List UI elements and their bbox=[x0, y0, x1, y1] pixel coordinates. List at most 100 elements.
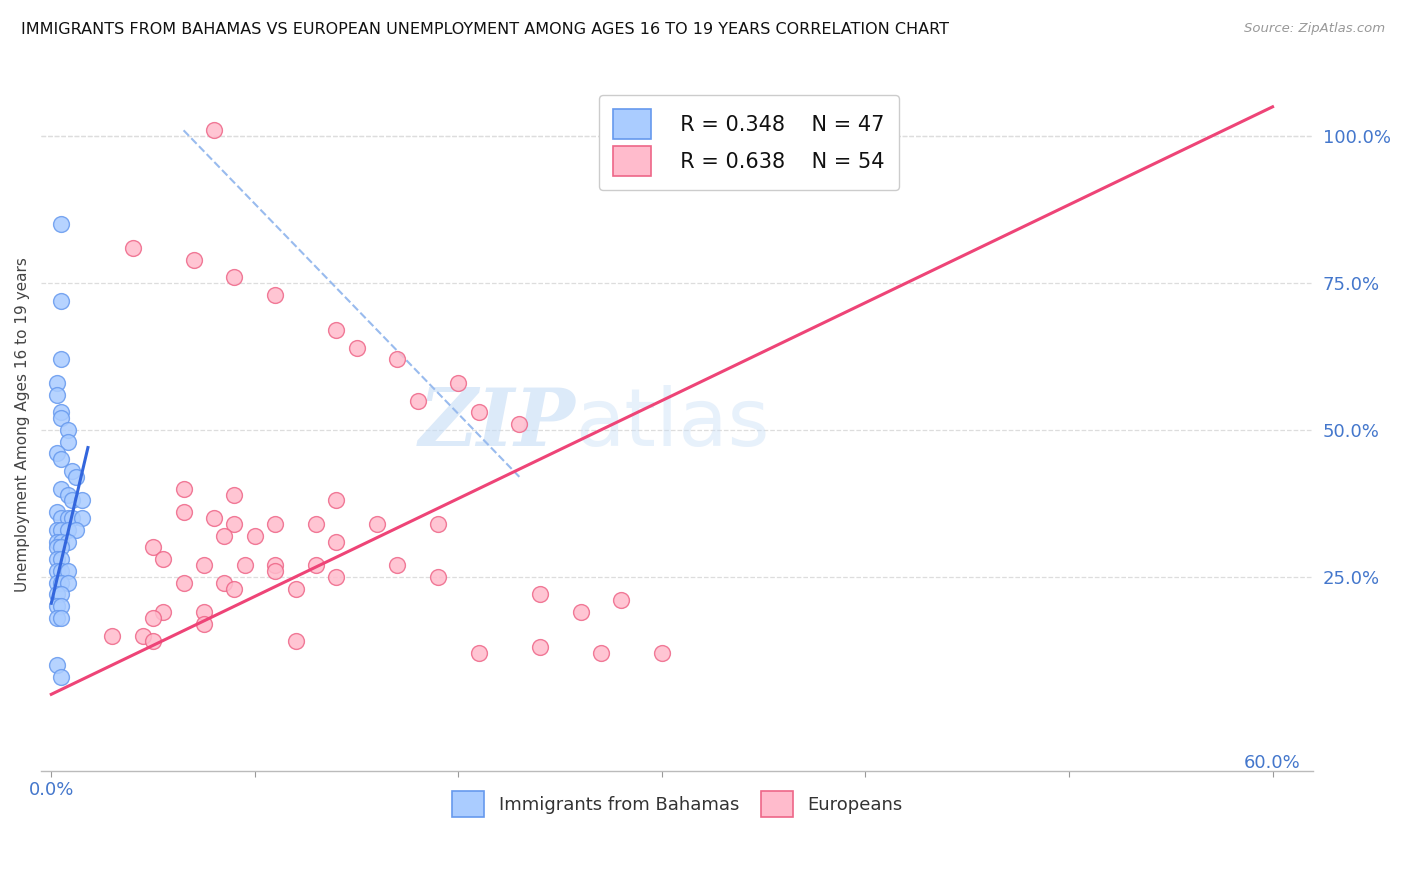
Point bbox=[56, 523, 79, 537]
Point bbox=[233, 558, 256, 572]
Point bbox=[56, 434, 79, 449]
Point bbox=[325, 493, 347, 508]
Point bbox=[51, 611, 73, 625]
Text: 60.0%: 60.0% bbox=[1244, 755, 1301, 772]
Point bbox=[427, 570, 450, 584]
Point bbox=[387, 352, 409, 367]
Point bbox=[70, 511, 93, 525]
Point bbox=[264, 558, 287, 572]
Point bbox=[325, 570, 347, 584]
Point bbox=[427, 516, 450, 531]
Point bbox=[264, 288, 287, 302]
Point bbox=[46, 564, 69, 578]
Point bbox=[214, 575, 236, 590]
Point bbox=[60, 493, 83, 508]
Point bbox=[46, 657, 69, 672]
Point bbox=[243, 529, 266, 543]
Point bbox=[46, 534, 69, 549]
Point bbox=[325, 534, 347, 549]
Point bbox=[467, 405, 489, 419]
Text: ZIP: ZIP bbox=[419, 385, 575, 463]
Point bbox=[508, 417, 530, 431]
Point bbox=[51, 552, 73, 566]
Point bbox=[325, 323, 347, 337]
Point bbox=[152, 605, 174, 619]
Point bbox=[173, 482, 195, 496]
Point bbox=[56, 511, 79, 525]
Point bbox=[142, 541, 165, 555]
Point bbox=[51, 670, 73, 684]
Point bbox=[46, 575, 69, 590]
Point bbox=[467, 646, 489, 660]
Point bbox=[51, 511, 73, 525]
Point bbox=[51, 482, 73, 496]
Point bbox=[264, 516, 287, 531]
Point bbox=[51, 564, 73, 578]
Point bbox=[305, 516, 328, 531]
Y-axis label: Unemployment Among Ages 16 to 19 years: Unemployment Among Ages 16 to 19 years bbox=[15, 257, 30, 591]
Point bbox=[569, 605, 592, 619]
Point bbox=[46, 523, 69, 537]
Point bbox=[142, 634, 165, 648]
Point bbox=[51, 217, 73, 231]
Point bbox=[46, 505, 69, 519]
Point bbox=[51, 352, 73, 367]
Point bbox=[202, 511, 225, 525]
Point bbox=[121, 241, 143, 255]
Point bbox=[366, 516, 388, 531]
Point bbox=[70, 493, 93, 508]
Point bbox=[51, 452, 73, 467]
Point bbox=[152, 552, 174, 566]
Point bbox=[51, 575, 73, 590]
Point bbox=[51, 587, 73, 601]
Point bbox=[447, 376, 470, 390]
Point bbox=[173, 575, 195, 590]
Point bbox=[132, 629, 155, 643]
Point bbox=[56, 423, 79, 437]
Point bbox=[406, 393, 429, 408]
Point bbox=[224, 487, 246, 501]
Text: atlas: atlas bbox=[575, 385, 770, 463]
Legend: Immigrants from Bahamas, Europeans: Immigrants from Bahamas, Europeans bbox=[444, 784, 910, 824]
Point bbox=[65, 470, 87, 484]
Point bbox=[46, 611, 69, 625]
Point bbox=[46, 387, 69, 401]
Point bbox=[529, 640, 551, 655]
Point bbox=[51, 523, 73, 537]
Point bbox=[284, 634, 307, 648]
Point bbox=[46, 599, 69, 614]
Point bbox=[346, 341, 368, 355]
Point bbox=[51, 599, 73, 614]
Point bbox=[46, 541, 69, 555]
Point bbox=[56, 575, 79, 590]
Point bbox=[610, 593, 633, 607]
Point bbox=[46, 446, 69, 460]
Point bbox=[224, 516, 246, 531]
Point bbox=[651, 646, 673, 660]
Point bbox=[46, 587, 69, 601]
Point bbox=[529, 587, 551, 601]
Point bbox=[264, 564, 287, 578]
Point bbox=[51, 534, 73, 549]
Point bbox=[224, 270, 246, 285]
Point bbox=[56, 534, 79, 549]
Point bbox=[46, 552, 69, 566]
Point bbox=[193, 616, 215, 631]
Point bbox=[214, 529, 236, 543]
Point bbox=[173, 505, 195, 519]
Point bbox=[46, 376, 69, 390]
Point bbox=[387, 558, 409, 572]
Point bbox=[202, 123, 225, 137]
Text: Source: ZipAtlas.com: Source: ZipAtlas.com bbox=[1244, 22, 1385, 36]
Point bbox=[60, 464, 83, 478]
Text: IMMIGRANTS FROM BAHAMAS VS EUROPEAN UNEMPLOYMENT AMONG AGES 16 TO 19 YEARS CORRE: IMMIGRANTS FROM BAHAMAS VS EUROPEAN UNEM… bbox=[21, 22, 949, 37]
Point bbox=[305, 558, 328, 572]
Point bbox=[51, 405, 73, 419]
Point bbox=[142, 611, 165, 625]
Point bbox=[51, 411, 73, 425]
Point bbox=[56, 564, 79, 578]
Point bbox=[51, 541, 73, 555]
Point bbox=[752, 123, 775, 137]
Point bbox=[56, 487, 79, 501]
Point bbox=[101, 629, 124, 643]
